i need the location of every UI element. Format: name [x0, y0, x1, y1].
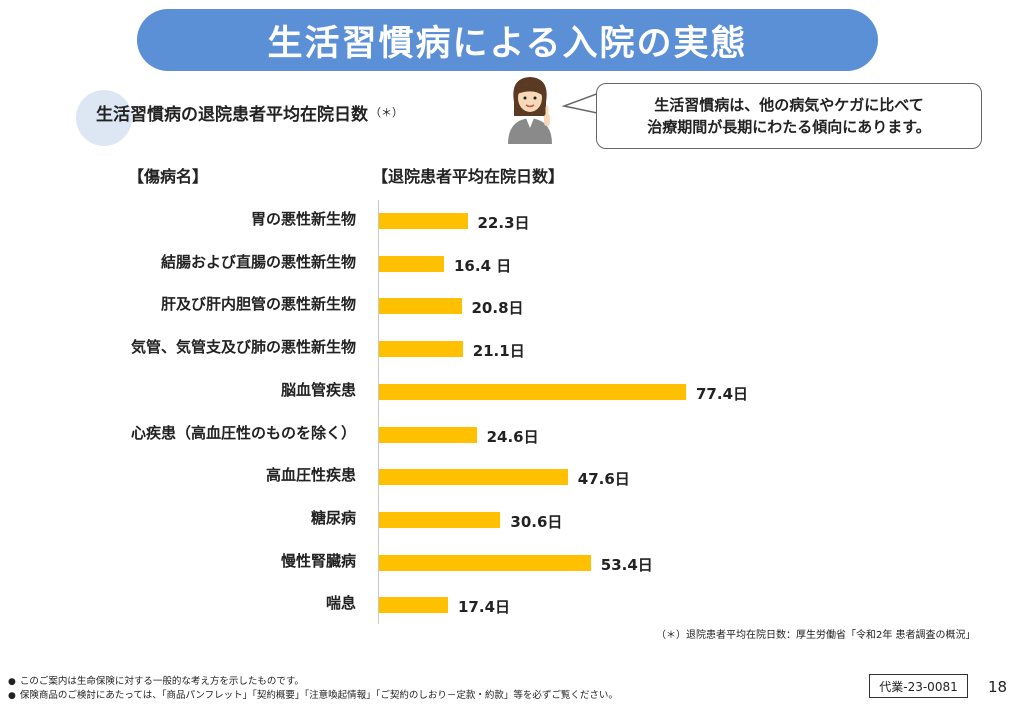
category-column-header: 【傷病名】 — [128, 167, 209, 186]
bullet-icon: ● — [8, 677, 16, 687]
bar — [379, 555, 591, 571]
category-label: 胃の悪性新生物 — [250, 210, 356, 228]
bar — [379, 384, 686, 400]
bar — [379, 469, 568, 485]
value-label: 16.4 日 — [454, 257, 512, 275]
page-number: 18 — [988, 678, 1008, 696]
value-column-header: 【退院患者平均在院日数】 — [372, 167, 565, 186]
source-note: （＊）退院患者平均在院日数：厚生労働省「令和2年 患者調査の概況」 — [656, 630, 976, 641]
bullet-icon: ● — [8, 691, 16, 701]
bar — [379, 427, 477, 443]
value-label: 47.6日 — [577, 470, 630, 488]
footer-note-1: ● このご案内は生命保険に対する一般的な考え方を示したものです。 — [8, 673, 304, 687]
subtitle-circle-decoration — [76, 90, 132, 146]
category-label: 結腸および直腸の悪性新生物 — [160, 253, 356, 271]
document-code: 代業-23-0081 — [869, 674, 968, 698]
chart-subtitle-text: 生活習慣病の退院患者平均在院日数 — [96, 105, 368, 125]
value-label: 22.3日 — [477, 214, 530, 232]
bar — [379, 512, 501, 528]
value-label: 17.4日 — [458, 598, 511, 616]
value-label: 20.8日 — [471, 299, 524, 317]
value-label: 24.6日 — [486, 428, 539, 446]
value-label: 30.6日 — [510, 513, 563, 531]
footer-note-2-text: 保険商品のご検討にあたっては、「商品パンフレット」「契約概要」「注意喚起情報」「… — [19, 690, 618, 701]
title-banner: 生活習慣病による入院の実態 — [137, 9, 878, 71]
page-title: 生活習慣病による入院の実態 — [267, 23, 748, 64]
bar — [379, 341, 463, 357]
value-label: 21.1日 — [472, 342, 525, 360]
category-label: 糖尿病 — [310, 509, 356, 527]
category-label: 慢性腎臓病 — [280, 552, 356, 570]
category-label: 心疾患（高血圧性のものを除く） — [130, 424, 356, 442]
footer-note-1-text: このご案内は生命保険に対する一般的な考え方を示したものです。 — [19, 676, 304, 687]
bar — [379, 256, 444, 272]
value-label: 77.4日 — [696, 385, 749, 403]
speech-bubble: 生活習慣病は、他の病気やケガに比べて 治療期間が長期にわたる傾向にあります。 — [596, 83, 982, 149]
bar — [379, 213, 468, 229]
bar — [379, 298, 462, 314]
chart-subtitle: 生活習慣病の退院患者平均在院日数 （＊） — [96, 100, 403, 125]
presenter-person-icon — [508, 77, 552, 144]
bar — [379, 597, 448, 613]
category-label: 肝及び肝内胆管の悪性新生物 — [160, 295, 356, 313]
value-label: 53.4日 — [600, 556, 653, 574]
footer-note-2: ● 保険商品のご検討にあたっては、「商品パンフレット」「契約概要」「注意喚起情報」… — [8, 687, 618, 701]
speech-bubble-line-2: 治療期間が長期にわたる傾向にあります。 — [647, 118, 931, 136]
category-label: 脳血管疾患 — [280, 381, 356, 399]
speech-bubble-line-1: 生活習慣病は、他の病気やケガに比べて — [654, 96, 924, 114]
subtitle-note-mark: （＊） — [370, 106, 403, 119]
chart-axis-line — [378, 200, 379, 624]
category-label: 気管、気管支及び肺の悪性新生物 — [130, 338, 356, 356]
category-label: 喘息 — [325, 594, 356, 612]
category-label: 高血圧性疾患 — [265, 466, 356, 484]
